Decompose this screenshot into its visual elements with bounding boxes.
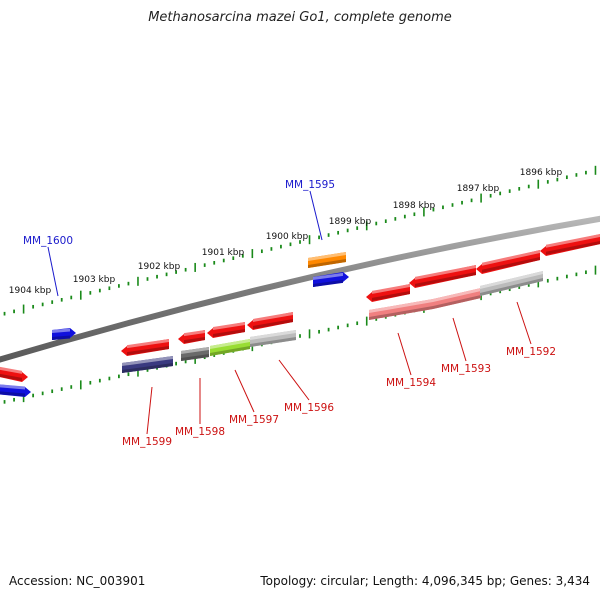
feature-highlight <box>127 339 169 349</box>
scale-label: 1896 kbp <box>520 168 563 178</box>
leader-MM_1593 <box>452 317 467 362</box>
gene-label-MM_1595[interactable]: MM_1595 <box>285 179 335 191</box>
gene-far-left-red[interactable] <box>0 366 28 382</box>
gene-label-MM_1599[interactable]: MM_1599 <box>122 436 172 448</box>
feature-shade <box>308 259 346 268</box>
feature-shade <box>253 319 293 329</box>
gene-mm1592[interactable] <box>476 250 540 274</box>
feature-shade <box>433 295 481 309</box>
feature-layer <box>0 233 600 397</box>
gene-far-right-red[interactable] <box>540 233 600 256</box>
gene-mm1595[interactable] <box>313 272 349 287</box>
feature-shade <box>0 391 25 397</box>
feature-highlight <box>181 347 209 354</box>
feature-shade <box>482 257 540 273</box>
feature-highlight <box>52 328 70 333</box>
tick-layer <box>3 165 597 404</box>
scale-label: 1900 kbp <box>266 232 309 242</box>
feature-shade <box>0 373 22 381</box>
feature-highlight <box>369 299 433 313</box>
scale-label: 1902 kbp <box>138 262 181 272</box>
gene-label-MM_1598[interactable]: MM_1598 <box>175 426 225 438</box>
feature-shade <box>250 337 296 347</box>
cds-mm1595[interactable] <box>308 252 346 268</box>
feature-highlight <box>0 384 25 390</box>
gene-far-left-blue[interactable] <box>0 384 31 397</box>
feature-highlight <box>308 252 346 261</box>
cds-mm1593[interactable] <box>433 288 481 309</box>
leader-MM_1597 <box>234 369 255 413</box>
gene-mm1593[interactable] <box>409 265 476 288</box>
gene-mm1600[interactable] <box>52 328 76 340</box>
leader-MM_1592 <box>516 301 532 345</box>
accession-text: Accession: NC_003901 <box>9 574 146 588</box>
feature-highlight <box>213 322 245 331</box>
feature-highlight <box>210 339 250 349</box>
gene-label-MM_1597[interactable]: MM_1597 <box>229 414 279 426</box>
scale-label: 1903 kbp <box>73 275 116 285</box>
feature-shade <box>213 329 245 338</box>
feature-highlight <box>480 271 543 289</box>
feature-shade <box>184 337 205 344</box>
gene-label-MM_1593[interactable]: MM_1593 <box>441 363 491 375</box>
map-title: Methanosarcina mazei Go1, complete genom… <box>148 10 452 25</box>
gene-mm1599[interactable] <box>121 339 169 356</box>
feature-highlight <box>313 272 343 280</box>
gene-label-MM_1592[interactable]: MM_1592 <box>506 346 556 358</box>
feature-shade <box>546 241 600 255</box>
feature-shade <box>122 363 173 373</box>
scale-label-layer: 1896 kbp 1897 kbp 1898 kbp 1899 kbp 1900 kbp… <box>9 168 563 296</box>
leader-MM_1595 <box>309 190 323 241</box>
feature-highlight <box>122 356 173 366</box>
gene-label-MM_1594[interactable]: MM_1594 <box>386 377 436 389</box>
genome-stats-text: Topology: circular; Length: 4,096,345 bp… <box>260 574 590 588</box>
gene-mm1594[interactable] <box>366 284 410 302</box>
outer-tick-track <box>3 165 597 316</box>
feature-shade <box>210 346 250 356</box>
cds-mm1594[interactable] <box>369 299 433 320</box>
feature-highlight <box>433 288 481 302</box>
cds-mm1597[interactable] <box>210 339 250 356</box>
feature-shade <box>313 279 343 287</box>
feature-highlight <box>253 312 293 322</box>
cds-mm1598[interactable] <box>181 347 209 361</box>
label-leader-layer <box>47 190 532 435</box>
feature-highlight <box>250 330 296 340</box>
scale-label: 1897 kbp <box>457 184 500 194</box>
scale-label: 1904 kbp <box>9 286 52 296</box>
cds-mm1596[interactable] <box>250 330 296 347</box>
scale-label: 1899 kbp <box>329 217 372 227</box>
gene-mm1596[interactable] <box>247 312 293 330</box>
cds-mm1599[interactable] <box>122 356 173 373</box>
leader-MM_1599 <box>146 386 153 435</box>
feature-shade <box>181 354 209 361</box>
feature-highlight <box>0 366 22 374</box>
feature-highlight <box>184 330 205 337</box>
feature-highlight <box>482 250 540 266</box>
feature-shade <box>369 306 433 320</box>
gene-label-MM_1596[interactable]: MM_1596 <box>284 402 334 414</box>
genome-backbone <box>0 215 600 363</box>
feature-shade <box>52 335 70 340</box>
cds-mm1592[interactable] <box>480 271 543 296</box>
feature-highlight <box>546 234 600 248</box>
gene-label-MM_1600[interactable]: MM_1600 <box>23 235 73 247</box>
feature-highlight <box>372 284 410 294</box>
gene-mm1598[interactable] <box>178 330 205 344</box>
feature-shade <box>127 346 169 356</box>
feature-shade <box>415 272 476 287</box>
scale-label: 1901 kbp <box>202 248 245 258</box>
feature-highlight <box>415 265 476 280</box>
leader-MM_1594 <box>397 332 412 376</box>
scale-label: 1898 kbp <box>393 201 436 211</box>
gene-mm1597[interactable] <box>207 322 245 338</box>
leader-MM_1596 <box>278 359 310 401</box>
leader-MM_1600 <box>47 246 59 297</box>
feature-shade <box>480 278 543 296</box>
feature-shade <box>372 291 410 301</box>
